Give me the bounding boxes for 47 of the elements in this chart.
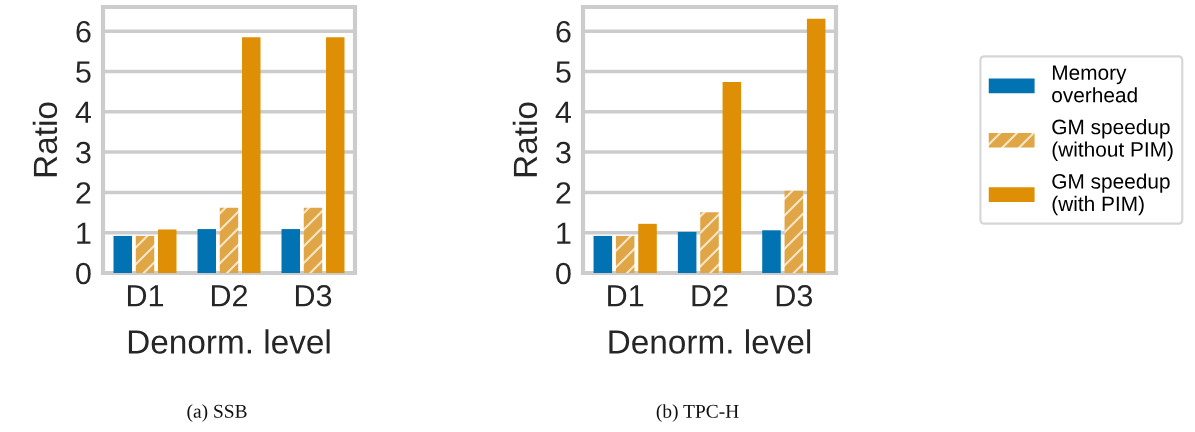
bar <box>219 207 239 273</box>
bar <box>197 229 216 273</box>
text: (a) SSB <box>187 404 247 422</box>
bar <box>113 235 132 273</box>
y-tick-label: 0 <box>76 262 91 285</box>
bar <box>677 231 697 273</box>
bar <box>784 190 804 273</box>
y-tick-label: 5 <box>556 61 571 83</box>
y-tick-label: 3 <box>76 141 91 164</box>
y-tick-label: 2 <box>556 182 571 204</box>
y-tick-label: 5 <box>76 61 91 83</box>
y-tick-label: 0 <box>556 262 571 285</box>
bar <box>242 37 261 273</box>
legend-label: GM speedup (without PIM) <box>1052 119 1173 161</box>
legend-label: Memory overhead <box>1052 65 1137 103</box>
bar <box>762 230 781 273</box>
text: (b) TPC-H <box>656 404 739 422</box>
bar <box>593 235 613 273</box>
y-axis-title: Ratio <box>512 102 538 177</box>
x-tick-label: D1 <box>608 285 644 307</box>
y-tick-label: 4 <box>555 101 571 123</box>
x-axis-title: Denorm. level <box>128 329 330 354</box>
bar <box>326 37 345 273</box>
bar <box>615 235 635 273</box>
bar <box>303 207 323 273</box>
bar <box>722 81 742 273</box>
y-tick-label: 1 <box>77 222 91 244</box>
bar <box>638 223 657 273</box>
legend-label: GM speedup (with PIM) <box>1052 173 1170 216</box>
x-tick-label: D3 <box>776 284 813 307</box>
x-tick-label: D2 <box>211 284 247 307</box>
bar <box>158 229 177 273</box>
y-axis-title: Ratio <box>32 102 58 177</box>
y-tick-label: 4 <box>75 101 91 123</box>
x-tick-label: D3 <box>295 284 332 307</box>
x-axis-title: Denorm. level <box>609 329 811 354</box>
y-tick-label: 2 <box>76 182 91 204</box>
y-tick-label: 3 <box>556 141 571 164</box>
bar <box>135 235 155 273</box>
x-tick-label: D1 <box>127 285 164 307</box>
bar <box>806 18 826 273</box>
y-tick-label: 6 <box>76 20 91 43</box>
bar <box>281 229 300 273</box>
bar <box>700 212 719 273</box>
y-tick-label: 1 <box>557 222 571 244</box>
y-tick-label: 6 <box>556 20 571 43</box>
x-tick-label: D2 <box>692 284 728 307</box>
